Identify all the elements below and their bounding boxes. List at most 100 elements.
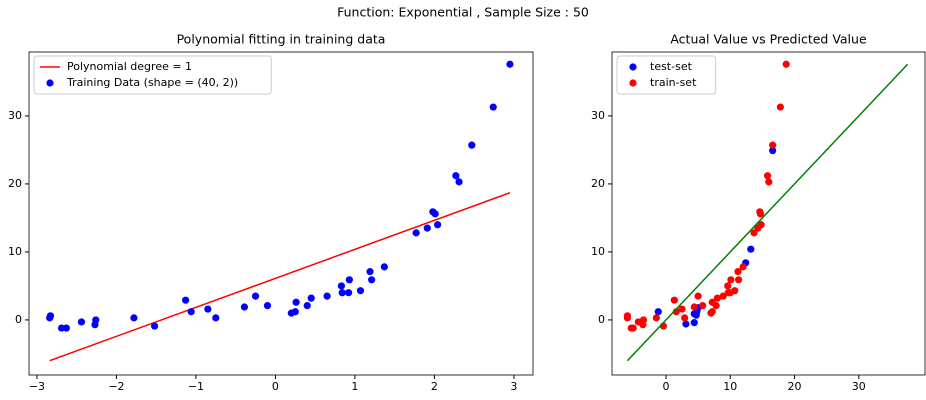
legend-swatch	[629, 79, 637, 87]
point	[434, 221, 442, 229]
point	[187, 308, 195, 316]
point	[731, 287, 739, 295]
point	[344, 289, 353, 297]
legend-swatch	[46, 79, 54, 87]
point	[368, 276, 376, 284]
fit-line	[49, 192, 511, 362]
point	[678, 305, 686, 313]
legend-box	[33, 55, 272, 95]
point	[455, 178, 463, 186]
point	[345, 276, 353, 284]
axes-frame	[28, 51, 534, 376]
y-tick-label: 30	[591, 109, 605, 122]
point	[291, 308, 299, 316]
point	[366, 268, 374, 276]
y-tick-label: 30	[8, 109, 22, 122]
point	[240, 303, 249, 311]
x-tick-label: 30	[852, 380, 866, 393]
x-tick-label: 2	[431, 380, 438, 393]
point	[747, 245, 755, 253]
legend-box	[616, 55, 717, 95]
point	[91, 321, 99, 329]
legend-label: test-set	[650, 60, 693, 73]
point	[337, 282, 346, 290]
axes-title: Polynomial fitting in training data	[177, 32, 386, 47]
point	[182, 296, 190, 304]
x-tick-label: 10	[723, 380, 737, 393]
point	[694, 292, 702, 300]
point	[251, 292, 260, 300]
x-tick-label: −2	[108, 380, 124, 393]
x-tick-label: 0	[662, 380, 669, 393]
y-tick-label: 10	[8, 245, 22, 258]
point	[734, 268, 742, 276]
point	[681, 314, 689, 322]
point	[151, 322, 159, 330]
point	[719, 292, 727, 300]
axes-title: Actual Value vs Predicted Value	[670, 32, 867, 47]
point	[654, 308, 662, 316]
point	[489, 103, 497, 111]
point	[708, 308, 716, 316]
y-tick-label: 10	[591, 245, 605, 258]
point	[323, 292, 331, 300]
point	[682, 320, 690, 328]
figure-title: Function: Exponential , Sample Size : 50	[337, 5, 589, 20]
point	[739, 263, 747, 271]
y-tick-label: 0	[598, 313, 605, 326]
x-tick-label: 0	[272, 380, 279, 393]
point	[776, 103, 784, 111]
point	[757, 221, 765, 229]
point	[690, 303, 698, 311]
point	[307, 294, 315, 302]
point	[356, 287, 365, 295]
point	[431, 210, 439, 218]
point	[699, 302, 707, 310]
y-tick-label: 20	[591, 177, 605, 190]
point	[765, 178, 773, 186]
point	[303, 302, 311, 310]
point	[62, 324, 70, 332]
point	[263, 302, 272, 310]
point	[690, 319, 698, 327]
x-tick-label: 20	[788, 380, 802, 393]
point	[292, 298, 300, 306]
point	[452, 172, 460, 180]
point	[712, 302, 720, 310]
point	[130, 314, 138, 322]
point	[338, 289, 346, 297]
point	[735, 276, 743, 284]
point	[639, 321, 647, 329]
point	[670, 296, 678, 304]
point	[763, 172, 772, 180]
point	[713, 294, 722, 302]
legend-label: Training Data (shape = (40, 2))	[66, 76, 238, 89]
point	[782, 60, 790, 68]
point	[204, 305, 212, 313]
point	[623, 312, 632, 320]
point	[724, 282, 732, 290]
point	[727, 276, 735, 284]
point	[412, 229, 420, 237]
point	[468, 141, 476, 149]
point	[46, 312, 55, 320]
axes-frame	[611, 51, 926, 376]
point	[212, 314, 220, 322]
point	[756, 210, 765, 218]
point	[380, 263, 388, 271]
y-tick-label: 20	[8, 177, 22, 190]
x-tick-label: 1	[351, 380, 358, 393]
point	[769, 147, 777, 155]
x-tick-label: −1	[188, 380, 204, 393]
legend-label: Polynomial degree = 1	[67, 60, 192, 73]
point	[423, 224, 431, 232]
point	[769, 141, 777, 149]
fit-line	[626, 63, 909, 362]
legend-swatch	[629, 63, 637, 71]
x-tick-label: 3	[510, 380, 517, 393]
point	[629, 324, 637, 332]
point	[506, 60, 514, 68]
point	[652, 314, 660, 322]
y-tick-label: 0	[15, 313, 22, 326]
